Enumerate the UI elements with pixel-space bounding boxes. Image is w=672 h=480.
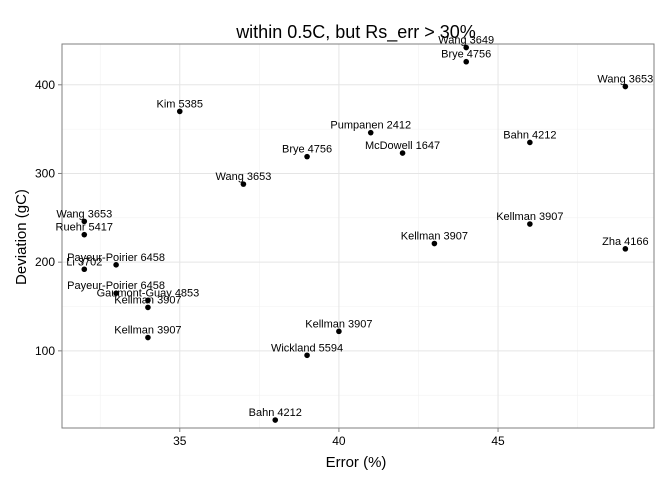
data-point xyxy=(113,290,119,297)
data-point xyxy=(304,352,310,359)
point-label: Brye 4756 xyxy=(441,49,491,61)
point-label: Wang 3653 xyxy=(215,171,271,183)
point-labels: Wang 3649 Brye 4756 Wang 3653 Kim 5385 Pumpa… xyxy=(56,35,654,419)
data-point xyxy=(367,129,374,136)
data-point xyxy=(463,44,470,51)
x-tick-label: 35 xyxy=(173,434,187,448)
data-point xyxy=(240,181,247,187)
data-point xyxy=(463,58,470,65)
data-point xyxy=(304,153,310,160)
point-label: Payeur-Poirier 6458 xyxy=(67,252,165,264)
y-tick-label: 200 xyxy=(35,255,55,269)
panel-border xyxy=(61,43,655,429)
x-tick-label: 40 xyxy=(332,434,346,448)
data-point xyxy=(527,221,533,227)
point-label: Wickland 5594 xyxy=(271,342,343,354)
y-tick-label: 400 xyxy=(35,78,55,92)
data-point xyxy=(527,139,533,146)
data-point xyxy=(336,328,342,335)
point-label: Kellman 3907 xyxy=(496,211,563,223)
point-label: Bahn 4212 xyxy=(503,129,556,141)
data-point xyxy=(113,262,119,268)
data-point xyxy=(399,150,406,156)
point-label: Ruehr 5417 xyxy=(56,222,114,234)
point-label: Zha 4166 xyxy=(602,236,648,248)
chart-title: within 0.5C, but Rs_err > 30% xyxy=(235,22,476,43)
point-label: Wang 3653 xyxy=(597,74,653,86)
x-axis-title: Error (%) xyxy=(326,454,387,471)
data-point xyxy=(81,218,88,225)
data-point xyxy=(176,108,183,115)
x-tick-label: 45 xyxy=(491,434,505,448)
data-point xyxy=(81,266,88,273)
y-tick-label: 300 xyxy=(35,166,55,180)
point-label: Kellman 3907 xyxy=(305,318,372,330)
data-point xyxy=(145,334,151,341)
data-point xyxy=(272,417,279,423)
point-label: Payeur-Poirier 6458 xyxy=(67,280,165,292)
y-axis-title: Deviation (gC) xyxy=(13,189,30,285)
y-tick-label: 100 xyxy=(35,344,55,358)
grid-lines xyxy=(62,44,654,428)
point-label: Kellman 3907 xyxy=(114,294,181,306)
point-label: Bahn 4212 xyxy=(249,407,302,419)
point-label: Kellman 3907 xyxy=(401,231,468,243)
data-point xyxy=(622,83,629,90)
point-label: Wang 3649 xyxy=(438,35,494,47)
point-label: Wang 3653 xyxy=(56,208,112,220)
point-label: McDowell 1647 xyxy=(365,140,440,152)
data-point xyxy=(145,304,151,311)
point-label: Brye 4756 xyxy=(282,144,332,156)
point-label: Kim 5385 xyxy=(157,98,203,110)
data-point xyxy=(145,297,151,304)
data-point xyxy=(81,231,88,238)
point-label: Li 3702 xyxy=(66,256,102,268)
data-point xyxy=(622,246,629,252)
point-label: Kellman 3907 xyxy=(114,325,181,337)
point-label: Pumpanen 2412 xyxy=(330,120,411,132)
point-label: Gaumont-Guay 4853 xyxy=(97,287,200,299)
data-point xyxy=(431,240,438,247)
axis-ticks: 35 40 45 100 200 300 400 xyxy=(35,78,505,448)
data-points xyxy=(81,44,629,423)
